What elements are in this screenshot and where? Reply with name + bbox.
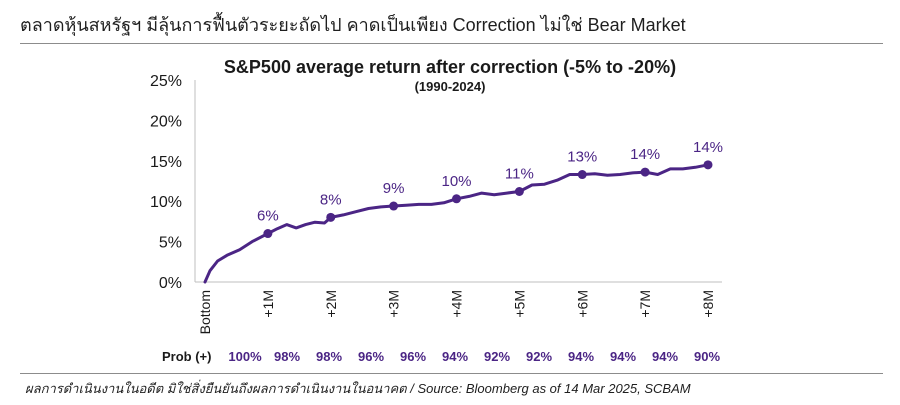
source-note: ผลการดำเนินงานในอดีต มิใช่สิ่งยืนยันถึงผ…	[25, 381, 691, 396]
y-tick-label: 15%	[150, 154, 182, 171]
prob-value: 98%	[274, 349, 300, 364]
prob-value: 92%	[526, 349, 552, 364]
x-tick-label: Bottom	[197, 290, 213, 334]
x-tick-label: +7M	[637, 290, 653, 318]
x-tick-label: +3M	[386, 290, 402, 318]
data-label: 14%	[630, 146, 660, 163]
header-divider	[20, 43, 883, 44]
data-label: 9%	[383, 180, 405, 197]
prob-value: 94%	[568, 349, 594, 364]
data-label: 10%	[441, 173, 471, 190]
data-point-marker	[389, 201, 399, 211]
prob-row-label: Prob (+)	[162, 349, 211, 364]
y-tick-label: 10%	[150, 194, 182, 211]
return-chart: 0% 5% 10% 15% 20% 25% Bottom +1M +2M +3M +4M +5M +6M…	[150, 73, 723, 364]
prob-value: 94%	[442, 349, 468, 364]
prob-value: 92%	[484, 349, 510, 364]
x-tick-label: +5M	[511, 290, 527, 318]
prob-value: 96%	[358, 349, 384, 364]
x-tick-label: +6M	[574, 290, 590, 318]
x-tick-label: +1M	[260, 290, 276, 318]
prob-value: 90%	[694, 349, 720, 364]
y-tick-label: 20%	[150, 113, 182, 130]
prob-value: 94%	[652, 349, 678, 364]
data-label: 13%	[567, 149, 597, 166]
page-header: ตลาดหุ้นสหรัฐฯ มีลุ้นการฟื้นตัวระยะถัดไป…	[20, 15, 686, 35]
data-point-marker	[577, 170, 587, 180]
data-point-marker	[514, 187, 524, 197]
x-tick-label: +4M	[449, 290, 465, 318]
y-tick-label: 25%	[150, 73, 182, 90]
x-tick-label: +2M	[323, 290, 339, 318]
footer-divider	[20, 373, 883, 374]
x-tick-label: +8M	[700, 290, 716, 318]
y-tick-label: 5%	[159, 235, 182, 252]
data-point-marker	[640, 167, 650, 177]
prob-value: 98%	[316, 349, 342, 364]
return-series-line	[203, 163, 710, 284]
data-point-marker	[326, 212, 336, 222]
chart-subtitle: (1990-2024)	[414, 79, 486, 94]
data-label: 11%	[505, 166, 534, 183]
y-tick-label: 0%	[159, 275, 182, 292]
chart-title: S&P500 average return after correction (…	[223, 57, 677, 77]
data-label: 6%	[257, 208, 279, 225]
data-label: 14%	[693, 139, 723, 156]
data-label: 8%	[320, 191, 342, 208]
data-point-marker	[452, 194, 461, 204]
data-point-marker	[703, 160, 713, 170]
data-point-marker	[263, 229, 273, 239]
prob-value: 96%	[400, 349, 426, 364]
prob-value: 100%	[228, 349, 262, 364]
prob-value: 94%	[610, 349, 636, 364]
